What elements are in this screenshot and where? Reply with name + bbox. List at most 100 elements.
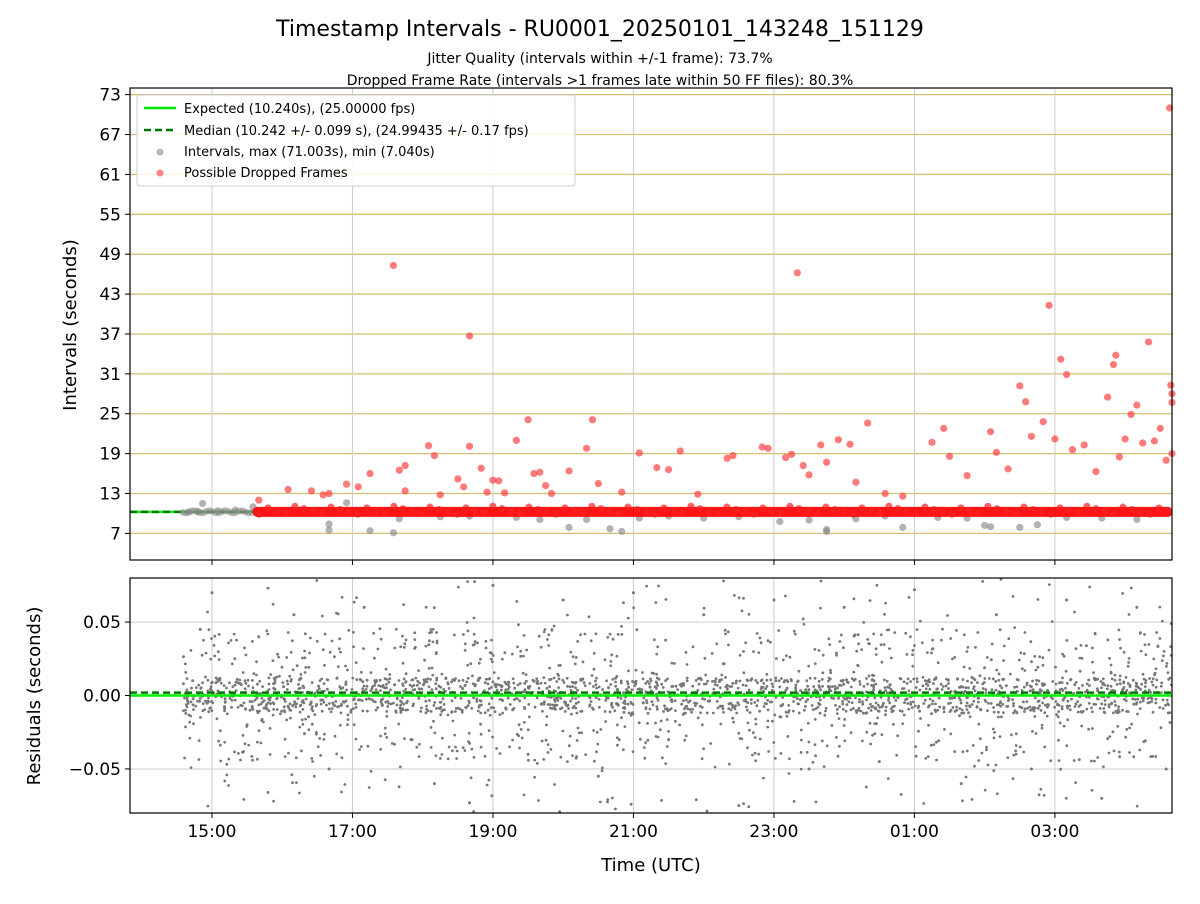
dropped-frame-point — [402, 487, 409, 494]
residual-point — [1159, 637, 1162, 640]
residual-point — [684, 705, 687, 708]
dropped-frame-bulk-dot — [579, 509, 586, 516]
residual-point — [1092, 671, 1095, 674]
residual-point — [720, 705, 723, 708]
dropped-frame-bulk-dot — [309, 508, 316, 515]
residual-point — [733, 594, 736, 597]
residual-point — [257, 635, 260, 638]
residual-point — [261, 685, 264, 688]
residual-point — [984, 789, 987, 792]
residual-point — [1118, 755, 1121, 758]
residual-point — [858, 680, 861, 683]
residual-point — [336, 705, 339, 708]
residual-point — [527, 759, 530, 762]
residual-point — [903, 701, 906, 704]
interval-point — [776, 518, 783, 525]
residual-point — [432, 720, 435, 723]
intervals-y-tick-label: 73 — [99, 86, 121, 106]
dropped-frame-point — [1157, 425, 1164, 432]
residual-point — [1149, 696, 1152, 699]
residual-point — [627, 686, 630, 689]
legend-dropped-swatch — [157, 170, 164, 177]
residual-point — [1013, 626, 1016, 629]
residual-point — [999, 628, 1002, 631]
residual-point — [1161, 620, 1164, 623]
residual-point — [202, 639, 205, 642]
dropped-frame-bulk-dot — [741, 508, 748, 515]
residual-point — [184, 709, 187, 712]
residual-point — [417, 669, 420, 672]
residual-point — [210, 685, 213, 688]
dropped-frame-point — [882, 490, 889, 497]
residual-point — [1043, 746, 1046, 749]
intervals-y-tick-label: 49 — [99, 245, 121, 265]
residual-point — [987, 702, 990, 705]
residual-point — [774, 677, 777, 680]
residual-point — [1061, 677, 1064, 680]
residual-point — [909, 703, 912, 706]
residual-point — [579, 679, 582, 682]
residual-point — [295, 756, 298, 759]
residual-point — [341, 596, 344, 599]
residual-point — [878, 760, 881, 763]
residual-point — [546, 638, 549, 641]
residual-point — [548, 667, 551, 670]
residual-point — [403, 678, 406, 681]
residual-point — [769, 641, 772, 644]
residual-point — [1043, 697, 1046, 700]
residual-point — [838, 684, 841, 687]
residual-point — [1078, 758, 1081, 761]
residual-point — [1118, 679, 1121, 682]
dropped-frame-bulk-dot — [336, 506, 343, 513]
residual-point — [338, 647, 341, 650]
dropped-frame-bulk-dot — [696, 505, 703, 512]
residual-point — [760, 679, 763, 682]
residual-point — [333, 655, 336, 658]
residual-point — [426, 680, 429, 683]
residual-point — [1024, 708, 1027, 711]
residual-point — [724, 676, 727, 679]
residual-point — [1093, 760, 1096, 763]
dropped-frame-point — [928, 439, 935, 446]
dropped-frame-point — [513, 437, 520, 444]
interval-point — [1133, 516, 1140, 523]
residual-point — [566, 614, 569, 617]
residual-point — [699, 711, 702, 714]
residual-point — [635, 628, 638, 631]
residual-point — [758, 710, 761, 713]
residual-point — [792, 710, 795, 713]
residual-point — [545, 724, 548, 727]
residual-point — [366, 685, 369, 688]
residual-point — [1032, 688, 1035, 691]
residual-point — [507, 688, 510, 691]
dropped-frame-point — [1112, 352, 1119, 359]
residual-point — [236, 678, 239, 681]
dropped-frame-point — [1163, 457, 1170, 464]
residual-point — [304, 632, 307, 635]
dropped-frame-point — [805, 471, 812, 478]
residual-point — [1165, 767, 1168, 770]
residual-point — [1074, 781, 1077, 784]
residual-point — [447, 714, 450, 717]
residual-point — [609, 664, 612, 667]
residual-point — [643, 757, 646, 760]
residual-point — [567, 707, 570, 710]
dropped-frame-point — [536, 469, 543, 476]
residual-point — [1091, 789, 1094, 792]
residual-point — [843, 739, 846, 742]
residual-point — [1119, 682, 1122, 685]
residual-point — [1128, 751, 1131, 754]
dropped-frame-point — [1022, 398, 1029, 405]
residual-point — [216, 717, 219, 720]
residual-point — [208, 628, 211, 631]
residual-point — [521, 737, 524, 740]
residual-point — [847, 681, 850, 684]
residual-point — [883, 613, 886, 616]
residual-point — [943, 706, 946, 709]
residual-point — [655, 681, 658, 684]
residual-point — [297, 683, 300, 686]
residual-point — [981, 752, 984, 755]
dropped-frame-bulk-dot — [1002, 508, 1009, 515]
dropped-frame-point — [343, 481, 350, 488]
residual-point — [853, 635, 856, 638]
